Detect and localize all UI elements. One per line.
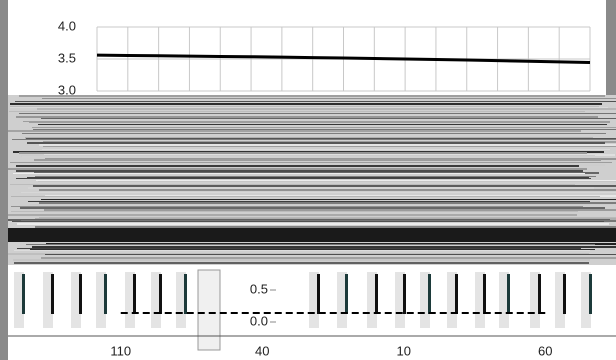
glitch-bar (563, 274, 566, 314)
glitch-stripe (44, 209, 616, 211)
glitch-stripe (16, 178, 591, 179)
glitch-stripe (8, 130, 581, 132)
glitch-stripe (23, 121, 610, 122)
glitch-bar (159, 274, 162, 314)
glitch-bar (317, 274, 320, 314)
glitch-stripe (22, 156, 595, 158)
glitch-bar (184, 274, 187, 314)
glitch-dark (8, 228, 616, 242)
glitch-stripe (37, 108, 616, 110)
glitch-bar (79, 274, 82, 314)
glitch-stripe (21, 192, 616, 193)
glitch-stripe (8, 168, 587, 170)
glitch-bar (538, 274, 541, 314)
glitch-stripe (28, 187, 594, 189)
glitch-stripe (32, 127, 616, 128)
glitch-bar (133, 274, 136, 314)
glitch-stripe (16, 165, 579, 167)
glitch-stripe (29, 122, 610, 123)
glitch-stripe (45, 254, 616, 255)
glitch-stripe (12, 139, 616, 140)
glitch-stripe (14, 262, 589, 264)
glitch-stripe (12, 221, 604, 222)
glitch-stripe (16, 116, 598, 118)
glitch-stripe (10, 184, 575, 185)
top-chart: 3.0 3.5 4.0 (8, 0, 606, 97)
glitch-stripe (15, 101, 616, 102)
glitch-stripe (38, 181, 616, 182)
glitch-stripe (17, 223, 609, 225)
glitch-stripe (17, 248, 581, 249)
glitch-stripe (27, 142, 605, 144)
glitch-stripe (39, 144, 616, 146)
glitch-stripe (14, 250, 590, 251)
glitch-stripe (35, 176, 596, 177)
glitch-stripe (41, 257, 616, 259)
glitch-stripe (19, 152, 587, 154)
glitch-stripe (41, 118, 616, 119)
glitch-stripe (32, 246, 616, 248)
glitch-bar (375, 274, 378, 314)
y-tick-label: 0.0 (250, 313, 268, 328)
glitch-stripe (22, 133, 606, 134)
glitch-stripe (39, 189, 616, 191)
page: {"chart_data": [ {"type": "line", "value… (0, 0, 616, 360)
glitch-bar (345, 274, 348, 314)
glitch-stripe (11, 211, 578, 212)
glitch-stripe (11, 206, 583, 207)
glitch-stripe (33, 129, 616, 130)
plot-area (8, 0, 606, 95)
glitch-stripe (42, 149, 610, 150)
glitch-stripe (11, 196, 600, 197)
glitch-stripe (8, 214, 577, 216)
glitch-stripe (30, 249, 595, 250)
glitch-stripe (28, 201, 590, 202)
glitch-bar (483, 274, 486, 314)
x-tick-label: 40 (255, 343, 269, 358)
glitch-stripe (20, 207, 605, 209)
glitch-stripe (13, 173, 585, 174)
glitch-stripe (13, 259, 590, 261)
left-frame (0, 0, 8, 360)
glitch-stripe (34, 159, 601, 161)
glitch-bar (22, 274, 25, 314)
x-tick-label: 110 (110, 343, 131, 358)
glitch-bar (403, 274, 406, 314)
glitch-stripe (19, 134, 607, 135)
y-tick-label: 0.5 (250, 281, 268, 296)
y-tick-label: 4.0 (58, 18, 76, 33)
glitch-stripe (42, 98, 616, 99)
x-tick-label: 10 (397, 343, 411, 358)
glitch-bar (589, 274, 592, 314)
glitch-stripe (36, 180, 616, 181)
glitch-stripe (26, 138, 616, 139)
glitch-stripe (29, 204, 613, 205)
glitch-stripe (39, 202, 616, 204)
screenshot: 3.0 3.5 4.0 0.0 0.5 110 40 10 60 (0, 0, 616, 360)
y-tick-label: 3.5 (58, 50, 76, 65)
glitch-stripe (38, 124, 607, 125)
glitch-stripe (41, 199, 616, 200)
glitch-stripe (16, 170, 583, 172)
glitch-stripe (9, 111, 585, 112)
glitch-stripe (33, 185, 616, 187)
glitch-stripe (10, 106, 599, 107)
glitch-stripe (39, 217, 616, 218)
glitch-stripe (35, 226, 616, 228)
glitch-bar (507, 274, 510, 314)
glitch-stripe (10, 107, 608, 108)
glitch-stripe (10, 162, 612, 163)
glitch-bar (51, 274, 54, 314)
glitch-stripe (26, 244, 595, 245)
glitch-stripe (10, 103, 602, 105)
glitch-bar (428, 274, 431, 314)
glitch-stripe (19, 113, 616, 114)
glitch-stripe (43, 146, 616, 147)
glitch-bar (455, 274, 458, 314)
glitch-stripe (19, 95, 605, 97)
glitch-bar (104, 274, 107, 314)
glitch-panel (198, 270, 220, 350)
x-tick-label: 60 (538, 343, 552, 358)
y-tick-label: 3.0 (58, 82, 76, 97)
